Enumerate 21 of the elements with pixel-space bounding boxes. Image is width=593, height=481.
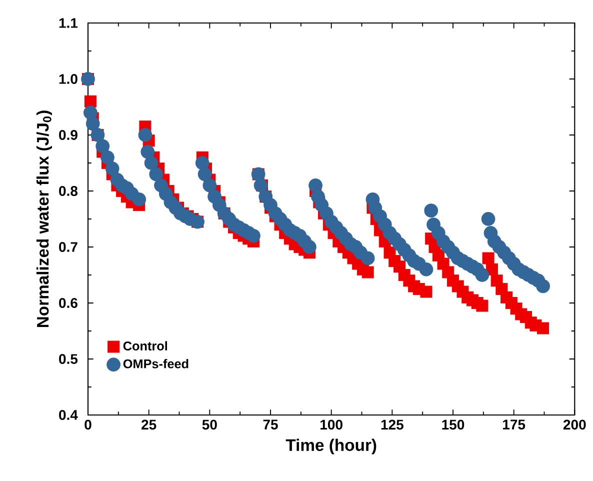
x-tick-label: 50 [202, 420, 217, 430]
y-tick-label: 0.6 [59, 298, 78, 308]
y-tick-label: 1.1 [59, 18, 78, 28]
x-tick-label: 200 [563, 420, 586, 430]
y-tick-label: 0.5 [59, 354, 78, 364]
x-tick-label: 100 [320, 420, 342, 430]
x-tick-label: 125 [381, 420, 404, 430]
y-axis-title: Normalized water flux (J/J$_{0}$) [36, 110, 52, 328]
x-tick-label: 75 [263, 420, 278, 430]
legend-label: OMPs-feed [123, 359, 188, 368]
x-axis-title: Time (hour) [286, 438, 376, 454]
x-tick-label: 150 [442, 420, 464, 430]
x-tick-label: 25 [142, 420, 156, 430]
y-tick-label: 0.9 [59, 130, 78, 140]
x-tick-label: 0 [84, 420, 92, 430]
x-tick-label: 175 [503, 420, 526, 430]
y-tick-label: 0.4 [59, 410, 78, 420]
y-tick-label: 0.7 [59, 242, 78, 252]
y-tick-label: 1.0 [59, 74, 78, 84]
legend-label: Control [123, 341, 167, 350]
y-tick-label: 0.8 [59, 186, 78, 196]
